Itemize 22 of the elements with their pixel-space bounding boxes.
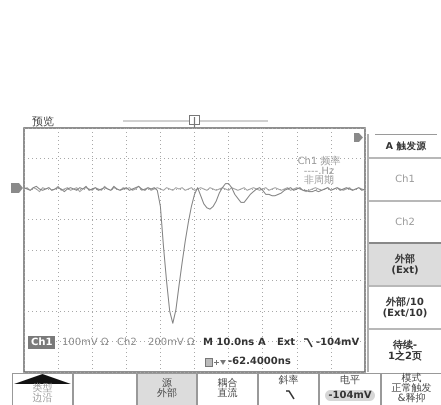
text: A: [258, 337, 266, 348]
text: Ch1: [28, 336, 56, 349]
menu-button: Ch1: [369, 157, 441, 200]
menu-button: 源 外部: [137, 373, 197, 405]
menu-button: 模式 正常触发 &释抑: [381, 373, 441, 405]
text: M 10.0ns: [203, 337, 254, 348]
text: Ch2: [117, 337, 137, 348]
text: -62.4000ns: [228, 356, 291, 367]
menu-button: 外部/10 (Ext/10): [369, 285, 441, 328]
text: 100mV Ω: [62, 337, 108, 348]
menu-button: 耦合 直流: [197, 373, 258, 405]
menu-button: 电平 -104mV: [319, 373, 381, 405]
text: -104mV: [316, 337, 360, 348]
text: 200mV Ω: [148, 337, 194, 348]
text: 预览: [32, 115, 54, 128]
annotation: 非周期: [304, 175, 334, 186]
menu-button: 外部 (Ext): [369, 242, 441, 285]
menu-header: A 触发源: [375, 134, 437, 157]
text: Ch1 频率: [298, 156, 340, 167]
menu-button: 类型 边沿: [12, 373, 73, 405]
text: Ext: [277, 337, 296, 348]
menu-button: 斜率: [258, 373, 319, 405]
